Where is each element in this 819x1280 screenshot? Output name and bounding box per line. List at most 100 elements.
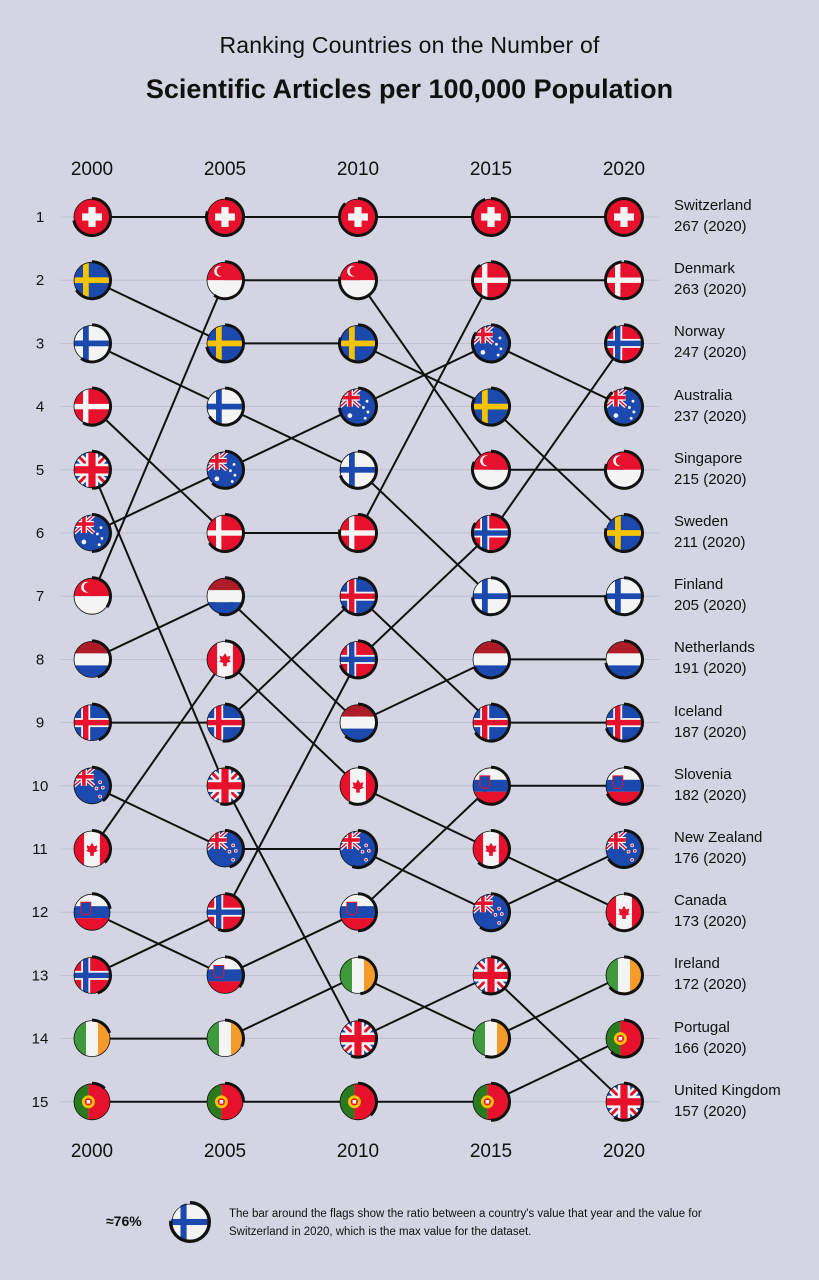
rank-label-14: 14 [32, 1031, 49, 1048]
legend-country-value: 247 (2020) [674, 344, 747, 362]
legend-entry-new-zealand: New Zealand 176 (2020) [674, 827, 762, 869]
ratio-arc [605, 765, 644, 806]
flag-marker-denmark-2005 [206, 513, 245, 553]
year-label-top-2015: 2015 [470, 159, 512, 180]
legend-finland-flag-icon [169, 1201, 211, 1243]
ratio-arc [218, 576, 245, 617]
ratio-arc [75, 260, 112, 301]
flag-marker-sweden-2020 [604, 513, 644, 553]
ratio-arc [205, 323, 245, 364]
flag-marker-ireland-2010 [339, 955, 378, 996]
flag-marker-ireland-2020 [605, 955, 644, 996]
legend-country-value: 237 (2020) [674, 407, 747, 425]
flag-marker-norway-2005 [206, 892, 245, 933]
legend-country-name: New Zealand [674, 829, 763, 846]
legend-country-value: 205 (2020) [674, 597, 747, 615]
ratio-arc [348, 765, 378, 806]
ratio-arc [351, 829, 378, 869]
legend-note-text: The bar around the flags show the ratio … [229, 1208, 702, 1238]
year-label-bottom-2015: 2015 [470, 1141, 512, 1162]
ratio-arc [604, 513, 644, 553]
flag-marker-switzerland-2005 [205, 197, 245, 237]
legend-entry-iceland: Iceland 187 (2020) [674, 701, 747, 743]
flag-marker-iceland-2000 [73, 702, 112, 742]
ratio-arc [604, 197, 644, 237]
ratio-arc [341, 576, 378, 617]
chart-title-line1: Ranking Countries on the Number of [219, 32, 600, 58]
flag-marker-switzerland-2020 [604, 197, 644, 237]
flag-marker-slovenia-2015 [472, 765, 511, 806]
legend-country-value: 211 (2020) [674, 534, 746, 551]
flag-marker-canada-2000 [73, 829, 112, 868]
rank-label-6: 6 [36, 525, 44, 542]
ratio-arc [91, 449, 112, 490]
flag-marker-norway-2000 [73, 955, 112, 995]
ratio-arc [208, 386, 245, 427]
rank-label-15: 15 [32, 1094, 49, 1111]
rank-label-2: 2 [36, 272, 44, 289]
ratio-arc [357, 892, 378, 933]
legend-ratio-value: ≈76% [106, 1213, 142, 1229]
ratio-arc [472, 639, 511, 680]
flag-marker-australia-2005 [206, 449, 245, 490]
ratio-arc [604, 260, 644, 301]
ratio-arc [477, 765, 511, 806]
ratio-arc [338, 386, 378, 427]
ratio-arc [604, 323, 644, 364]
ratio-arc [607, 829, 644, 869]
flag-marker-ireland-2015 [472, 1018, 511, 1059]
ratio-arc [344, 702, 378, 743]
flag-marker-united-kingdom-2015 [472, 955, 511, 996]
ratio-arc [80, 323, 112, 364]
ratio-arc [213, 260, 245, 301]
legend-entry-singapore: Singapore 215 (2020) [674, 448, 747, 490]
flag-marker-united-kingdom-2005 [206, 765, 245, 806]
flag-marker-new-zealand-2020 [605, 829, 644, 869]
legend-country-value: 157 (2020) [674, 1102, 747, 1120]
flag-marker-sweden-2010 [338, 323, 378, 364]
ratio-arc [471, 513, 511, 553]
ratio-arc [471, 197, 511, 237]
flag-marker-norway-2020 [604, 323, 644, 364]
legend-country-name: Iceland [674, 702, 723, 720]
flag-marker-norway-2015 [471, 513, 511, 553]
flag-marker-finland-2015 [471, 576, 511, 617]
ratio-arc [471, 323, 511, 364]
year-label-bottom-2010: 2010 [337, 1141, 379, 1162]
legend-country-name: Finland [674, 576, 724, 594]
rank-label-5: 5 [36, 462, 44, 479]
ratio-arc [91, 892, 112, 910]
flag-marker-singapore-2010 [338, 260, 378, 301]
ratio-arc [91, 576, 112, 608]
rank-label-9: 9 [36, 715, 44, 732]
legend-country-name: Ireland [674, 955, 720, 973]
ratio-arc [484, 1018, 511, 1059]
legend-entry-norway: Norway 247 (2020) [674, 321, 747, 363]
legend-country-value: 173 (2020) [674, 913, 747, 931]
legend-entry-canada: Canada 173 (2020) [674, 890, 747, 932]
flag-marker-netherlands-2010 [339, 702, 378, 743]
ratio-arc [338, 323, 378, 364]
rank-label-12: 12 [32, 904, 49, 921]
year-label-top-2005: 2005 [204, 159, 246, 180]
flag-marker-canada-2020 [605, 892, 644, 933]
flag-marker-united-kingdom-2020 [605, 1081, 644, 1122]
ratio-arc [224, 829, 245, 869]
rank-label-3: 3 [36, 335, 44, 352]
legend-country-value: 215 (2020) [674, 470, 747, 488]
rank-label-7: 7 [36, 588, 44, 605]
flag-marker-united-kingdom-2000 [73, 449, 112, 490]
ratio-arc [604, 576, 644, 617]
ratio-arc [477, 829, 511, 869]
ratio-arc [224, 955, 245, 989]
flag-marker-new-zealand-2010 [339, 829, 378, 869]
flag-marker-netherlands-2000 [73, 639, 112, 679]
chart-title-line2: Scientific Articles per 100,000 Populati… [145, 74, 674, 104]
flag-marker-australia-2020 [604, 386, 644, 427]
flag-marker-slovenia-2005 [206, 955, 245, 994]
ratio-arc [604, 639, 644, 680]
legend-country-name: Singapore [674, 449, 743, 467]
flag-marker-iceland-2010 [339, 576, 378, 617]
flag-marker-iceland-2005 [206, 702, 245, 743]
legend-country-name: Switzerland [674, 197, 752, 214]
